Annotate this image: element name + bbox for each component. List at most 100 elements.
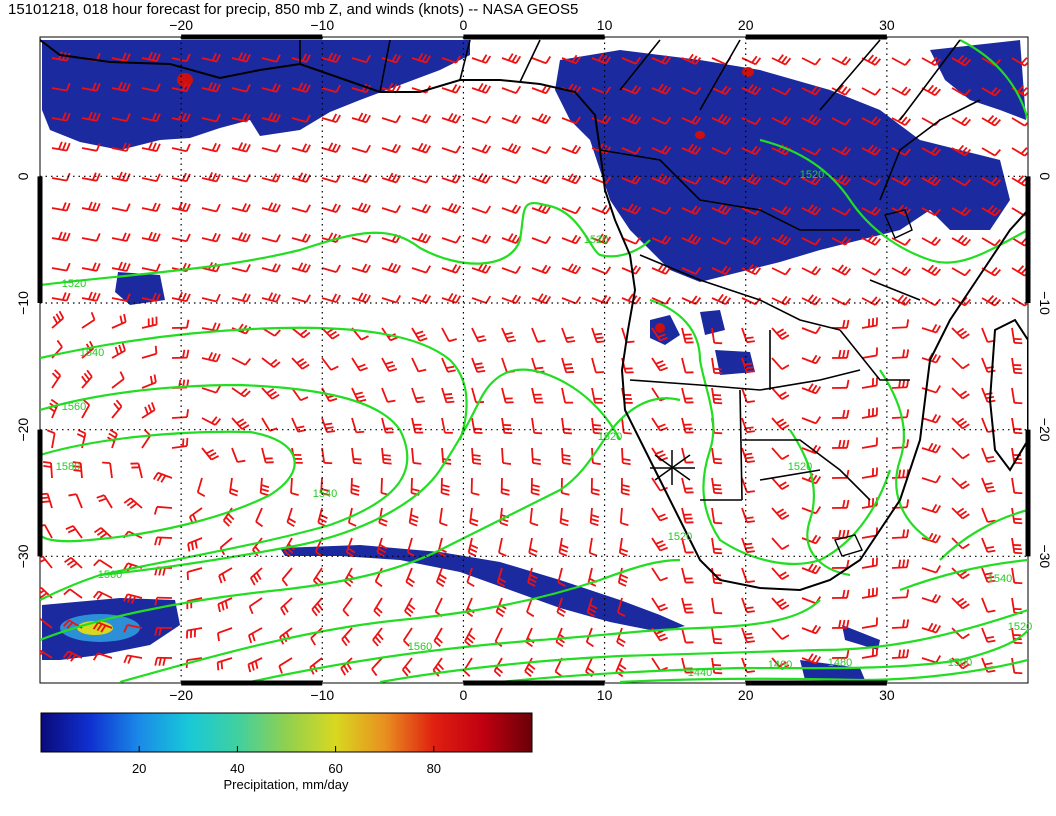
wind-barb	[561, 173, 582, 185]
wind-barb	[501, 175, 522, 184]
wind-barb	[201, 261, 221, 273]
wind-barb	[280, 597, 293, 616]
wind-barb	[255, 507, 264, 528]
lat-tick-label-left: −20	[15, 418, 31, 442]
contour-line	[40, 430, 296, 543]
wind-barb	[651, 296, 672, 305]
wind-barb	[831, 589, 850, 599]
wind-barb	[231, 357, 252, 366]
wind-barb	[861, 407, 878, 419]
wind-barb	[501, 265, 522, 274]
wind-barb	[981, 237, 1001, 247]
colorbar-tick-label: 20	[132, 761, 146, 776]
lon-tick-label-top: −20	[169, 17, 193, 33]
wind-barb	[321, 203, 341, 213]
wind-barb	[831, 439, 850, 449]
lon-tick-label-bottom: 0	[460, 687, 468, 703]
wind-barb	[406, 537, 416, 557]
wind-barb	[372, 627, 384, 647]
wind-barb	[201, 81, 221, 93]
wind-barb	[861, 437, 878, 449]
wind-barb	[141, 292, 161, 303]
wind-barb	[378, 507, 388, 527]
wind-barb	[471, 447, 482, 465]
wind-barb	[321, 174, 341, 183]
wind-barb	[40, 618, 53, 629]
wind-barb	[231, 293, 251, 303]
wind-barb	[861, 116, 882, 126]
wind-barb	[651, 116, 672, 125]
wind-barb	[261, 173, 281, 183]
wind-barb	[711, 175, 732, 186]
wind-barb	[81, 369, 93, 389]
contour-line	[40, 383, 409, 601]
lon-tick-label-top: 20	[738, 17, 754, 33]
wind-barb	[231, 52, 251, 63]
wind-barb	[741, 477, 755, 494]
wind-barb	[111, 142, 131, 152]
wind-barb	[741, 145, 762, 156]
wind-barb	[231, 232, 251, 243]
wind-barb	[531, 174, 552, 185]
wind-barb	[891, 176, 912, 186]
wind-barb	[891, 379, 910, 389]
wind-barb	[801, 176, 822, 186]
wind-barb	[248, 597, 263, 615]
wind-barb	[130, 462, 143, 479]
wind-barb	[891, 559, 910, 569]
wind-barb	[501, 294, 522, 304]
wind-barb	[441, 202, 462, 214]
wind-barb	[741, 627, 755, 644]
wind-barb	[261, 83, 281, 93]
wind-barb	[373, 597, 383, 617]
wind-barb	[711, 537, 723, 555]
wind-barb	[261, 54, 281, 63]
wind-barb	[40, 586, 53, 599]
wind-barb	[51, 310, 65, 329]
wind-barb	[1011, 357, 1023, 375]
wind-barb	[231, 387, 251, 398]
lat-tick-label-right: 0	[1037, 172, 1053, 180]
wind-barb	[171, 437, 189, 449]
wind-barb	[441, 387, 455, 404]
wind-barb	[381, 53, 401, 64]
wind-barb	[321, 357, 339, 371]
wind-barb	[921, 655, 942, 664]
wind-barb	[711, 147, 732, 156]
wind-barb	[801, 506, 822, 515]
wind-barb	[469, 507, 479, 527]
wind-barb	[891, 266, 912, 276]
wind-barb-layer	[40, 51, 1028, 678]
wind-barb	[154, 626, 173, 636]
wind-barb	[681, 177, 702, 185]
station-marker	[650, 450, 695, 485]
wind-barb	[311, 597, 323, 617]
wind-barb	[381, 295, 401, 304]
wind-barb	[528, 537, 538, 557]
wind-barb	[741, 235, 762, 246]
wind-barb	[951, 234, 972, 247]
wind-barb	[831, 409, 850, 419]
precip-area-angola-cells	[650, 310, 755, 375]
wind-barb	[291, 357, 310, 370]
wind-barb	[51, 369, 62, 389]
wind-barb	[531, 447, 541, 466]
wind-barb	[861, 296, 882, 306]
wind-barb	[711, 203, 732, 216]
wind-barb	[651, 597, 668, 612]
wind-barb	[141, 202, 161, 213]
wind-barb	[141, 141, 161, 153]
wind-barb	[681, 477, 694, 494]
wind-barb	[681, 387, 694, 404]
wind-barb	[1011, 477, 1023, 495]
wind-barb	[591, 327, 605, 344]
wind-barb	[681, 627, 694, 644]
wind-barb	[981, 507, 996, 523]
wind-barb	[171, 82, 191, 93]
wind-barb	[711, 237, 732, 246]
wind-barb	[171, 201, 191, 213]
wind-barb	[321, 293, 341, 303]
wind-barb	[111, 399, 123, 419]
wind-barb	[81, 201, 101, 212]
wind-barb	[921, 475, 942, 484]
